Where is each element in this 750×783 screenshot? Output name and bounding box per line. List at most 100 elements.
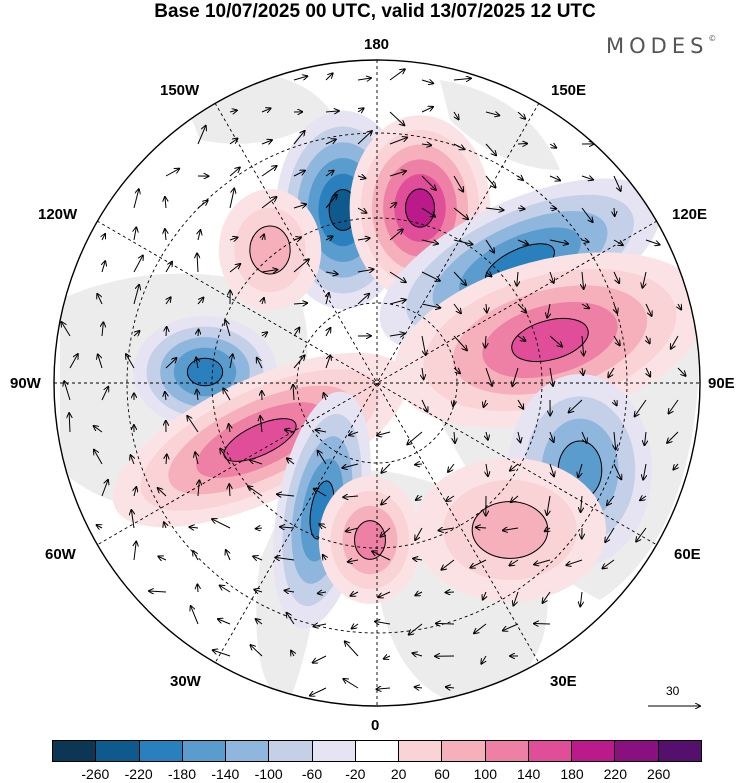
- wind-vector: [636, 527, 647, 542]
- wind-vector: [446, 687, 455, 688]
- wind-vector: [277, 494, 295, 496]
- wind-vector: [510, 463, 519, 471]
- colorbar-tick-label: 180: [560, 766, 584, 782]
- colorbar-tick-label: -260: [81, 766, 110, 782]
- wind-vector: [166, 454, 167, 465]
- anomaly-alaska-high: [249, 225, 291, 275]
- wind-vector: [191, 606, 199, 625]
- wind-vector: [102, 261, 105, 273]
- wind-vector: [325, 236, 333, 240]
- wind-vector: [102, 322, 103, 337]
- colorbar-swatch: [95, 741, 139, 761]
- wind-vector: [389, 111, 404, 125]
- wind-vector: [453, 239, 473, 244]
- colorbar-swatch: [138, 741, 182, 761]
- wind-vector: [476, 527, 487, 528]
- wind-vector: [580, 591, 582, 606]
- wind-vector: [547, 303, 550, 318]
- wind-vector: [230, 354, 233, 369]
- wind-vector: [293, 328, 299, 337]
- wind-vector: [485, 367, 492, 386]
- anomaly-central-siberia-high: [511, 317, 589, 363]
- wind-vector: [325, 272, 338, 274]
- wind-vector: [101, 480, 108, 497]
- wind-vector: [101, 387, 108, 401]
- wind-vector: [485, 175, 496, 188]
- wind-vector: [229, 484, 230, 497]
- wind-vector: [582, 271, 584, 289]
- wind-vector: [381, 495, 391, 505]
- wind-vector: [581, 495, 582, 512]
- wind-vector: [416, 496, 423, 500]
- wind-vector: [256, 619, 263, 624]
- wind-vector: [261, 140, 272, 144]
- wind-vector: [325, 111, 339, 112]
- wind-vector: [549, 239, 568, 244]
- wind-vector: [407, 431, 423, 444]
- wind-vector: [470, 559, 487, 568]
- wind-vector: [197, 298, 203, 305]
- colorbar-tick-label: -20: [345, 766, 366, 782]
- wind-vector: [453, 78, 471, 80]
- lon-label-150e: 150E: [551, 82, 587, 99]
- wind-vector: [613, 239, 623, 245]
- wind-vector: [253, 556, 263, 560]
- wind-vector: [409, 623, 423, 635]
- lon-label-60w: 60W: [45, 546, 76, 563]
- wind-vector: [569, 399, 583, 412]
- wind-vector: [158, 488, 167, 497]
- wind-vector: [262, 234, 264, 241]
- wind-vector: [549, 175, 560, 180]
- wind-vector: [346, 528, 359, 531]
- wind-vector: [421, 144, 431, 145]
- wind-vector: [195, 452, 198, 465]
- wind-vector: [380, 527, 391, 537]
- wind-vector: [549, 208, 556, 209]
- wind-vector: [453, 207, 468, 219]
- wind-vector: [485, 112, 499, 115]
- wind-vector: [613, 463, 621, 479]
- wind-vector: [325, 355, 330, 369]
- wind-vector: [325, 171, 334, 177]
- lon-label-180: 180: [364, 36, 390, 53]
- wind-vector: [250, 645, 263, 657]
- wind-vector: [316, 430, 327, 432]
- wind-vector: [389, 171, 406, 177]
- wind-vector: [486, 463, 488, 476]
- wind-vector: [421, 80, 433, 83]
- wind-vector: [130, 455, 134, 465]
- colorbar-swatch: [571, 741, 615, 761]
- wind-vector: [517, 111, 525, 119]
- anomaly-russia-high: [471, 501, 549, 559]
- wind-vector: [131, 510, 134, 529]
- wind-vector: [377, 688, 391, 689]
- wind-vector: [673, 463, 678, 470]
- wind-vector: [326, 293, 329, 305]
- wind-vector: [421, 399, 427, 412]
- wind-vector: [375, 622, 391, 624]
- wind-vector: [198, 480, 199, 497]
- wind-vector: [357, 78, 371, 80]
- colorbar-swatch: [398, 741, 442, 761]
- wind-vector: [421, 303, 440, 308]
- wind-vector: [389, 229, 403, 241]
- wind-vector: [69, 354, 78, 369]
- wind-vector: [357, 294, 369, 305]
- wind-vector: [293, 131, 305, 145]
- graticule: [54, 60, 700, 706]
- lon-label-0: 0: [371, 717, 380, 734]
- wind-vector: [517, 239, 528, 244]
- wind-vector: [196, 357, 198, 369]
- wind-vector: [357, 238, 370, 240]
- wind-vector: [349, 432, 359, 435]
- wind-vector: [421, 107, 433, 113]
- wind-vector: [513, 591, 519, 605]
- wind-vector: [389, 334, 405, 336]
- wind-vector: [448, 463, 455, 472]
- wind-vector: [485, 272, 491, 276]
- anomaly-hudson-low: [186, 357, 224, 387]
- lon-label-30w: 30W: [170, 673, 201, 690]
- wind-vector: [293, 76, 307, 81]
- colorbar-tick-label: 140: [516, 766, 541, 782]
- colorbar-swatch: [354, 741, 399, 761]
